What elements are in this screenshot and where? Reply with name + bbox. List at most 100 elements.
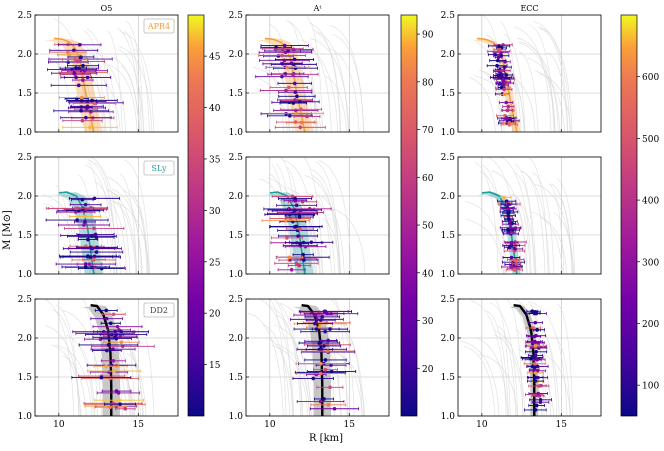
data-point [502,81,507,85]
x-tick-label: 15 [344,420,356,430]
y-tick-label: 2.0 [441,192,456,202]
data-point [301,240,306,245]
data-point [533,339,537,344]
y-tick-label: 2.5 [229,153,244,163]
data-point [319,347,324,352]
data-point [506,227,510,232]
data-point [533,353,538,358]
y-tick-label: 1.0 [18,128,33,138]
panel-apr4-ecc: 1.0 1.5 2.0 2.5 ECC [441,4,602,138]
data-point [509,240,514,245]
data-point [533,320,538,325]
data-point [508,225,513,230]
data-point [317,341,322,345]
data-point [280,53,284,58]
data-point [318,399,323,404]
panel-sly-ecc: 1.0 1.5 2.0 2.5 [441,153,602,280]
data-point [94,250,99,254]
data-point [111,312,116,317]
eos-true-curve [269,191,306,274]
data-point [514,262,519,266]
data-point [313,321,317,326]
data-point [293,90,298,94]
colorbar-scale [620,14,638,417]
data-point [284,88,288,93]
colorbar-tick-label: 400 [642,197,659,207]
y-tick-label: 1.5 [229,231,244,241]
y-tick-label: 2.5 [441,153,456,163]
y-tick-label: 2.0 [18,50,33,60]
data-point [497,47,502,52]
data-point [291,72,295,77]
data-point [301,252,305,257]
data-point [329,369,334,374]
y-tick-label: 1.0 [229,412,244,422]
data-point [297,263,302,268]
data-point [293,98,297,102]
data-point [322,309,327,314]
data-point [84,115,88,120]
panel-frame [245,298,390,417]
data-point [302,258,306,262]
detections [255,43,326,130]
data-point [285,236,289,240]
data-point [502,92,507,97]
prior-eos-bundle [465,157,576,274]
colorbar-tick-label: 35 [209,155,221,165]
column-title: ECC [520,4,538,13]
colorbar-tick-label: 25 [209,258,221,268]
data-point [104,308,109,313]
data-point [499,75,503,80]
y-tick-label: 2.5 [441,295,456,305]
y-tick-label: 2.5 [18,295,33,305]
data-point [73,57,77,62]
data-point [534,333,538,338]
eos-true-curve [301,304,324,416]
y-tick-label: 2.0 [441,334,456,344]
data-point [538,400,543,405]
data-point [85,106,89,110]
data-point [292,62,296,67]
data-point [80,118,85,123]
colorbar-tick-label: 100 [642,382,659,392]
panel-dd2-a: 10 15 1.0 1.5 2.0 2.5 [229,295,390,430]
eos-legend-label: APR4 [147,22,170,31]
colorbar-tick-label: 40 [209,104,221,114]
data-point [87,262,92,266]
data-point [506,211,511,215]
y-tick-label: 1.0 [18,270,33,280]
data-point [320,315,325,319]
y-tick-label: 2.5 [229,295,244,305]
data-point [108,321,113,326]
panel-apr4-o5: 1.0 1.5 2.0 2.5 O5 APR4 [18,4,179,138]
data-point [117,398,122,402]
data-point [493,52,498,57]
data-point [71,48,76,53]
data-point [79,108,83,113]
data-point [81,63,85,68]
y-tick-label: 2.0 [18,334,33,344]
colorbar-tick-label: 600 [642,73,659,83]
data-point [290,194,295,199]
data-point [292,209,297,213]
detections [290,309,360,411]
x-tick-label: 15 [556,420,568,430]
data-point [502,195,507,200]
y-tick-label: 1.5 [229,373,244,383]
data-point [79,95,84,100]
prior-eos-bundle [251,16,365,132]
y-tick-label: 2.5 [441,11,456,21]
y-tick-label: 1.0 [18,412,33,422]
data-point [534,403,539,408]
data-point [81,78,85,82]
data-point [294,224,298,229]
panel-sly-a: 1.0 1.5 2.0 2.5 [229,153,390,280]
data-point [85,75,90,80]
data-point [506,213,511,218]
data-point [82,68,87,73]
colorbar-tick-label: 45 [209,53,221,63]
data-point [323,358,328,362]
panel-frame [34,14,179,133]
y-tick-label: 2.0 [18,192,33,202]
data-point [292,81,297,86]
